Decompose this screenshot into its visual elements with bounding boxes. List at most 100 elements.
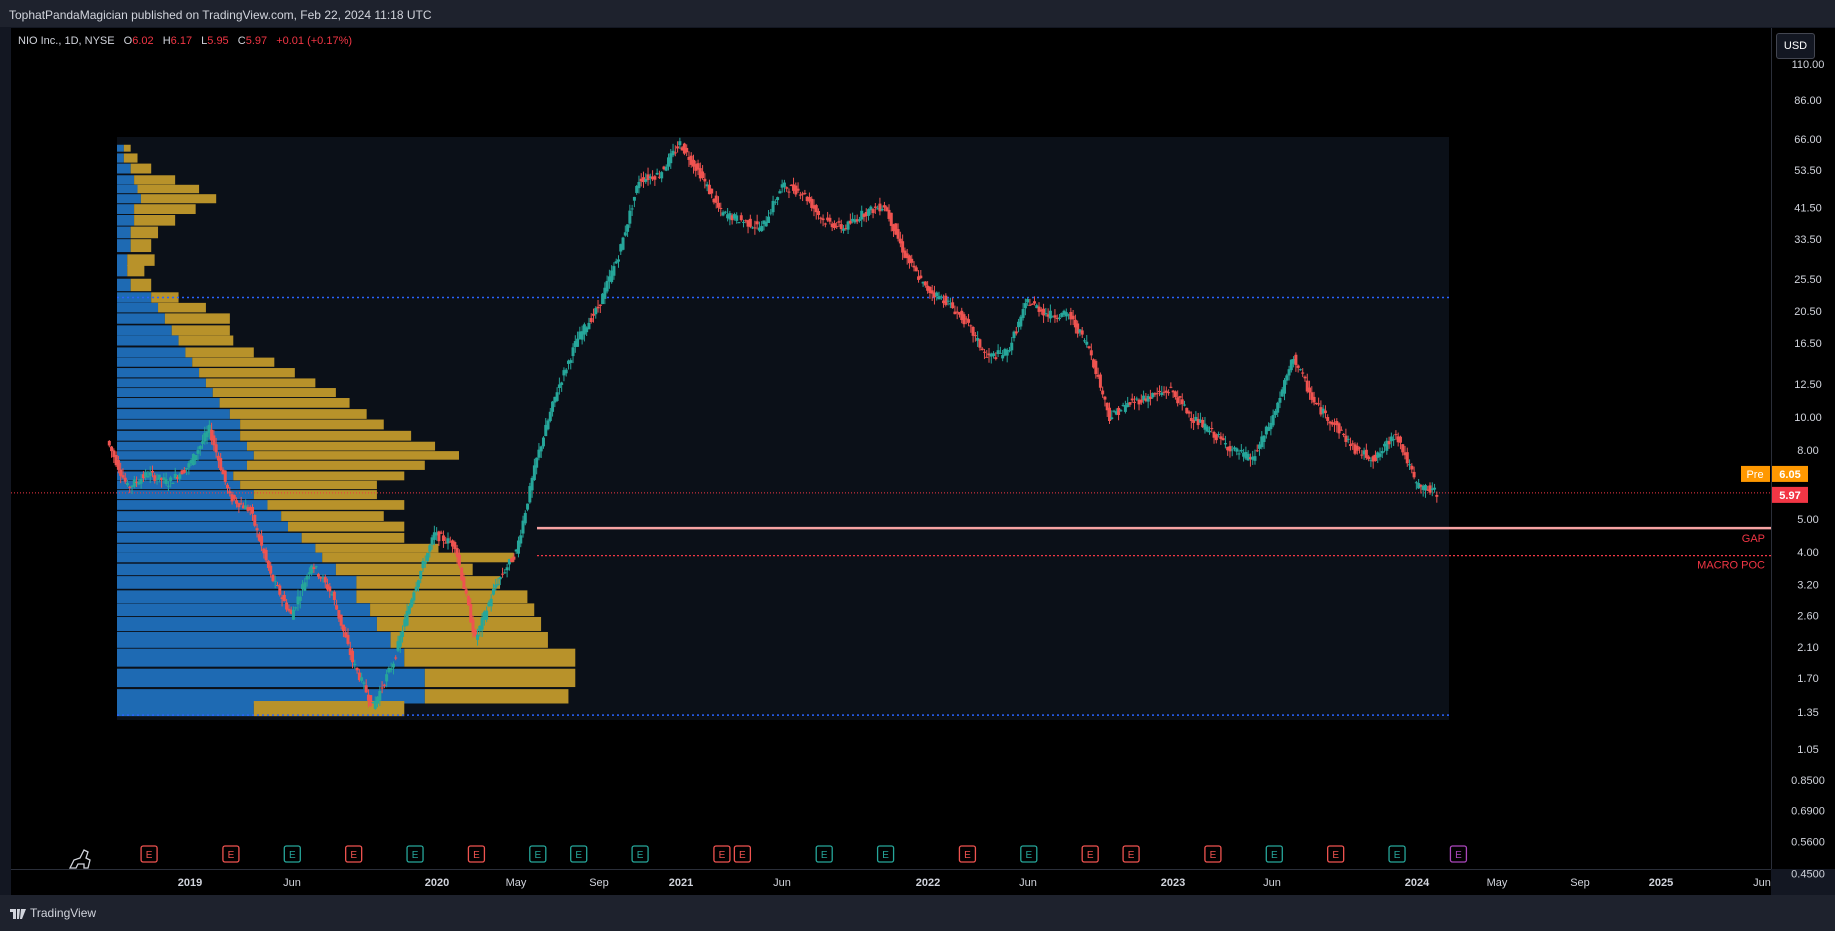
- candle-body: [1101, 390, 1105, 395]
- profile-bar-down: [117, 335, 179, 346]
- earnings-marker: E: [1449, 845, 1468, 863]
- candle-body: [378, 690, 382, 701]
- candle-body: [1062, 310, 1066, 315]
- candle-body: [612, 266, 616, 276]
- candle-body: [123, 477, 127, 482]
- profile-bar-down: [117, 313, 165, 324]
- candle-body: [1244, 451, 1248, 459]
- candle-body: [553, 396, 557, 403]
- earnings-marker: E: [815, 845, 833, 863]
- candle-body: [562, 370, 566, 376]
- candle-body: [607, 276, 611, 282]
- time-tick-label: 2022: [916, 877, 940, 889]
- candle-body: [714, 195, 718, 203]
- profile-bar-up: [205, 378, 316, 388]
- profile-bar-down: [117, 378, 206, 388]
- candle-body: [1217, 434, 1221, 436]
- candle-body: [1212, 432, 1216, 438]
- candle-body: [316, 573, 320, 577]
- candle-body: [496, 583, 500, 585]
- earnings-marker-box: [631, 845, 649, 863]
- candle-body: [312, 567, 316, 569]
- profile-bar-down: [117, 398, 220, 408]
- candle-body: [1187, 411, 1191, 414]
- candle-body: [1012, 331, 1016, 339]
- candle-body: [951, 302, 955, 309]
- candle-body: [1296, 365, 1300, 368]
- candle-body: [839, 224, 843, 230]
- candle-body: [210, 429, 214, 441]
- candle-body: [175, 476, 179, 479]
- candle-body: [582, 324, 586, 335]
- candle-body: [191, 453, 195, 466]
- candle-body: [212, 435, 216, 446]
- profile-bar-down: [117, 430, 241, 441]
- pre-price-tag: [1772, 465, 1808, 482]
- tradingview-brand[interactable]: TradingView: [10, 906, 96, 920]
- candle-body: [755, 221, 759, 225]
- candle-body: [251, 506, 255, 514]
- candle-body: [419, 571, 423, 579]
- profile-bar-down: [117, 460, 247, 470]
- published-bar: TophatPandaMagician published on Trading…: [0, 0, 1835, 27]
- candle-body: [573, 341, 577, 348]
- profile-bar-up: [219, 398, 350, 408]
- candle-body: [401, 631, 405, 637]
- candle-body: [153, 475, 157, 481]
- candle-body: [273, 580, 277, 582]
- candle-body: [823, 223, 827, 225]
- earnings-marker: E: [570, 845, 588, 863]
- candle-body: [673, 152, 677, 154]
- candle-body: [185, 467, 189, 470]
- candle-body: [926, 285, 930, 291]
- candle-body: [1251, 456, 1255, 460]
- price-tick-label: 110.00: [1792, 59, 1825, 71]
- time-tick-label: Jun: [1019, 877, 1037, 889]
- tv-dino-icon: [68, 849, 91, 869]
- earnings-marker-label: E: [1128, 850, 1135, 861]
- profile-bar-up: [212, 388, 336, 398]
- profile-bar-down: [117, 451, 254, 460]
- profile-bar-up: [253, 490, 377, 500]
- candle-body: [696, 163, 700, 170]
- profile-bar-up: [130, 239, 152, 253]
- candle-body: [1196, 418, 1200, 426]
- profile-bar-up: [127, 254, 155, 266]
- price-tick-label: 0.5600: [1791, 836, 1825, 848]
- candle-body: [1228, 446, 1232, 452]
- candle-body: [146, 476, 150, 478]
- candle-body: [1185, 407, 1189, 414]
- candle-body: [455, 548, 459, 557]
- candle-body: [1285, 375, 1289, 381]
- time-axis[interactable]: [11, 869, 1771, 895]
- currency-button[interactable]: USD: [1776, 33, 1815, 59]
- price-axis[interactable]: [1771, 28, 1835, 869]
- footer-bar: [0, 895, 1835, 931]
- time-tick-label: Sep: [589, 877, 609, 889]
- candle-body: [1007, 350, 1011, 352]
- candle-body: [114, 454, 118, 466]
- candle-body: [1387, 441, 1391, 445]
- candle-body: [1067, 314, 1071, 316]
- candle-body: [271, 574, 275, 582]
- candle-body: [1278, 397, 1282, 403]
- candle-body: [1114, 411, 1118, 415]
- candle-body: [1380, 451, 1384, 454]
- candle-body: [871, 209, 875, 214]
- candle-body: [885, 207, 889, 212]
- profile-bar-down: [117, 490, 254, 500]
- price-tick-label: 10.00: [1794, 412, 1822, 424]
- candle-body: [519, 535, 523, 544]
- candle-body: [710, 188, 714, 194]
- candle-body: [1317, 403, 1321, 405]
- candle-body: [962, 314, 966, 325]
- pre-tag-label-box: [1741, 465, 1770, 482]
- candle-body: [1255, 450, 1259, 452]
- candle-body: [969, 325, 973, 327]
- gap-annotation: GAP: [1742, 533, 1765, 545]
- candle-body: [641, 177, 645, 183]
- candle-body: [1010, 342, 1014, 351]
- candle-body: [751, 227, 755, 229]
- candle-body: [676, 146, 680, 149]
